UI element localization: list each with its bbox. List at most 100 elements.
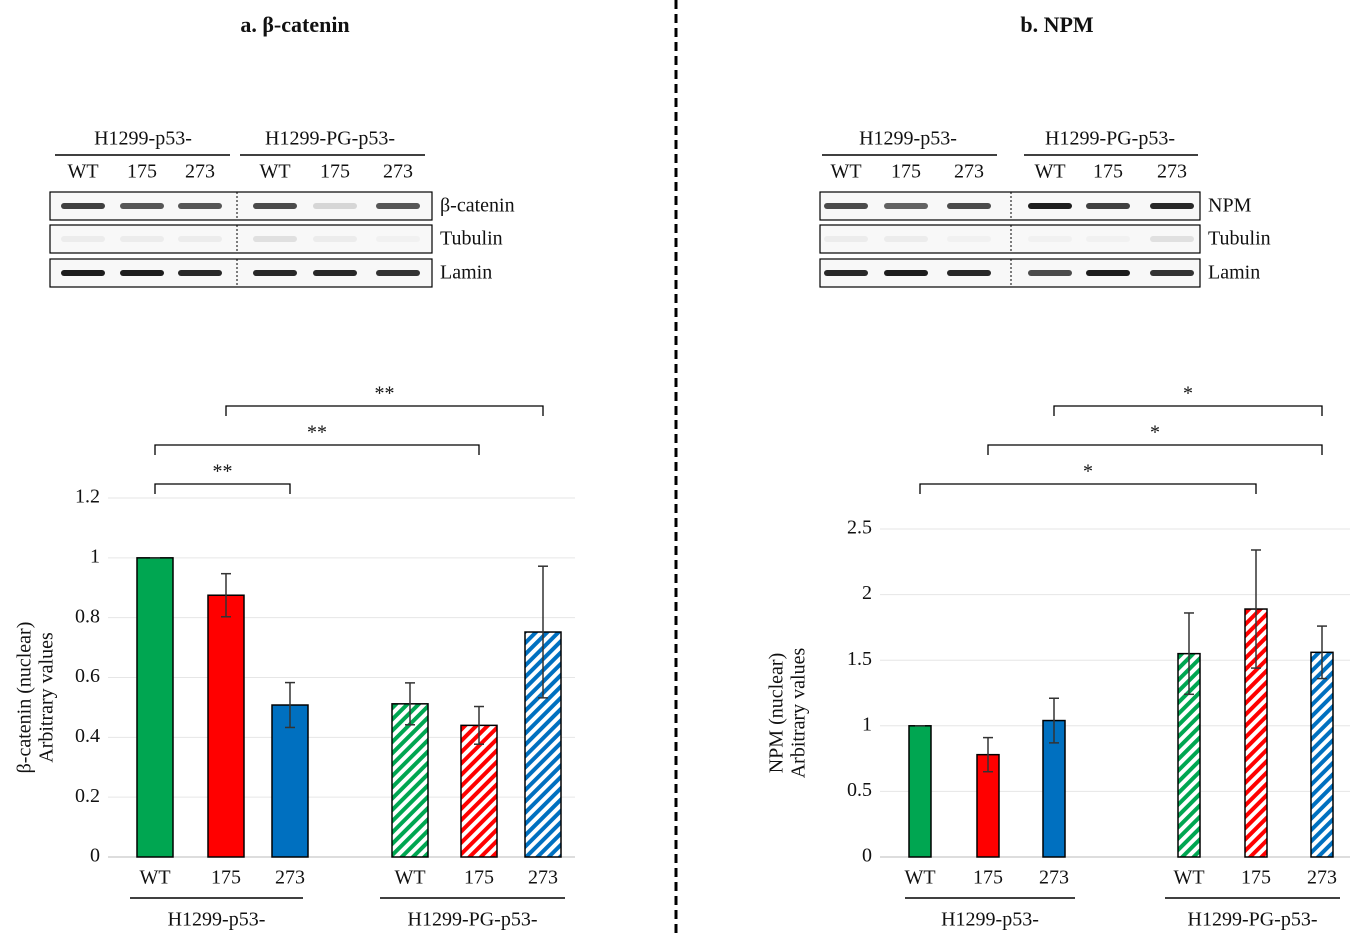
significance-bracket xyxy=(920,484,1256,494)
significance-label: * xyxy=(1150,422,1160,444)
blot-band xyxy=(947,236,991,242)
blot-band xyxy=(947,203,991,209)
x-tick-label: 175 xyxy=(464,867,494,889)
blot-group-label: H1299-p53- xyxy=(859,128,957,150)
blot-band xyxy=(1150,203,1194,209)
blot-strip xyxy=(50,192,432,220)
blot-band xyxy=(178,270,222,276)
blot-lane-label: 175 xyxy=(127,161,157,183)
blot-group-label: H1299-p53- xyxy=(94,128,192,150)
blot-lane-label: 273 xyxy=(954,161,984,183)
significance-bracket xyxy=(226,406,543,416)
blot-band xyxy=(376,270,420,276)
blot-lane-label: 273 xyxy=(383,161,413,183)
chart-title: b. NPM xyxy=(1020,12,1094,37)
blot-row-label: β-catenin xyxy=(440,195,515,217)
blot-lane-label: WT xyxy=(830,161,861,183)
significance-label: ** xyxy=(375,383,395,405)
significance-label: ** xyxy=(213,461,233,483)
y-axis-label: NPM (nuclear) xyxy=(766,653,788,774)
blot-band xyxy=(376,236,420,242)
group-label: H1299-PG-p53- xyxy=(408,909,538,931)
group-label: H1299-p53- xyxy=(168,909,266,931)
blot-band xyxy=(178,236,222,242)
blot-lane-label: 273 xyxy=(1157,161,1187,183)
blot-strip xyxy=(820,259,1200,287)
blot-band xyxy=(884,270,928,276)
blot-band xyxy=(313,270,357,276)
blot-lane-label: WT xyxy=(67,161,98,183)
blot-band xyxy=(1150,236,1194,242)
blot-band xyxy=(1028,203,1072,209)
y-tick-label: 0 xyxy=(90,845,100,867)
blot-row-label: Tubulin xyxy=(440,228,503,250)
blot-row-label: NPM xyxy=(1208,195,1252,217)
group-label: H1299-PG-p53- xyxy=(1188,909,1318,931)
blot-band xyxy=(824,203,868,209)
blot-band xyxy=(253,236,297,242)
bar xyxy=(909,726,931,857)
blot-row-label: Lamin xyxy=(1208,262,1260,284)
significance-bracket xyxy=(155,484,290,494)
blot-band xyxy=(253,203,297,209)
y-tick-label: 1.2 xyxy=(75,486,100,508)
x-tick-label: WT xyxy=(394,867,425,889)
blot-group-label: H1299-PG-p53- xyxy=(1045,128,1175,150)
blot-band xyxy=(824,270,868,276)
significance-bracket xyxy=(155,445,479,455)
y-axis-label: Arbitrary values xyxy=(36,632,58,763)
y-tick-label: 0.6 xyxy=(75,665,100,687)
x-tick-label: 273 xyxy=(275,867,305,889)
blot-band xyxy=(120,270,164,276)
y-tick-label: 0.5 xyxy=(847,779,872,801)
blot-strip xyxy=(50,225,432,253)
y-tick-label: 0.2 xyxy=(75,785,100,807)
y-tick-label: 1 xyxy=(90,545,100,567)
bar xyxy=(392,704,428,857)
blot-row-label: Tubulin xyxy=(1208,228,1271,250)
chart-title: a. β-catenin xyxy=(240,12,349,37)
x-tick-label: 273 xyxy=(1039,867,1069,889)
significance-bracket xyxy=(1054,406,1322,416)
significance-bracket xyxy=(988,445,1322,455)
blot-band xyxy=(824,236,868,242)
significance-label: * xyxy=(1083,461,1093,483)
blot-lane-label: 175 xyxy=(891,161,921,183)
figure: a. β-cateninβ-catenin (nuclear)Arbitrary… xyxy=(0,0,1357,935)
x-tick-label: 273 xyxy=(1307,867,1337,889)
blot-band xyxy=(884,236,928,242)
group-label: H1299-p53- xyxy=(941,909,1039,931)
y-tick-label: 2.5 xyxy=(847,517,872,539)
blot-lane-label: WT xyxy=(259,161,290,183)
blot-band xyxy=(61,270,105,276)
blot-band xyxy=(313,203,357,209)
bar xyxy=(461,725,497,857)
y-tick-label: 1 xyxy=(862,713,872,735)
blot-band xyxy=(947,270,991,276)
y-tick-label: 1.5 xyxy=(847,648,872,670)
blot-band xyxy=(178,203,222,209)
y-tick-label: 2 xyxy=(862,582,872,604)
blot-strip xyxy=(820,225,1200,253)
blot-band xyxy=(1086,270,1130,276)
blot-band xyxy=(120,203,164,209)
blot-lane-label: 175 xyxy=(320,161,350,183)
significance-label: * xyxy=(1183,383,1193,405)
x-tick-label: 175 xyxy=(973,867,1003,889)
x-tick-label: 175 xyxy=(1241,867,1271,889)
y-axis-label: Arbitrary values xyxy=(788,648,810,779)
blot-band xyxy=(1028,270,1072,276)
bar xyxy=(1311,652,1333,857)
significance-label: ** xyxy=(307,422,327,444)
y-tick-label: 0.8 xyxy=(75,605,100,627)
blot-band xyxy=(376,203,420,209)
blot-band xyxy=(1086,236,1130,242)
blot-strip xyxy=(820,192,1200,220)
x-tick-label: WT xyxy=(139,867,170,889)
blot-row-label: Lamin xyxy=(440,262,492,284)
y-tick-label: 0 xyxy=(862,845,872,867)
blot-band xyxy=(61,203,105,209)
blot-band xyxy=(1028,236,1072,242)
blot-band xyxy=(253,270,297,276)
bar xyxy=(208,595,244,857)
